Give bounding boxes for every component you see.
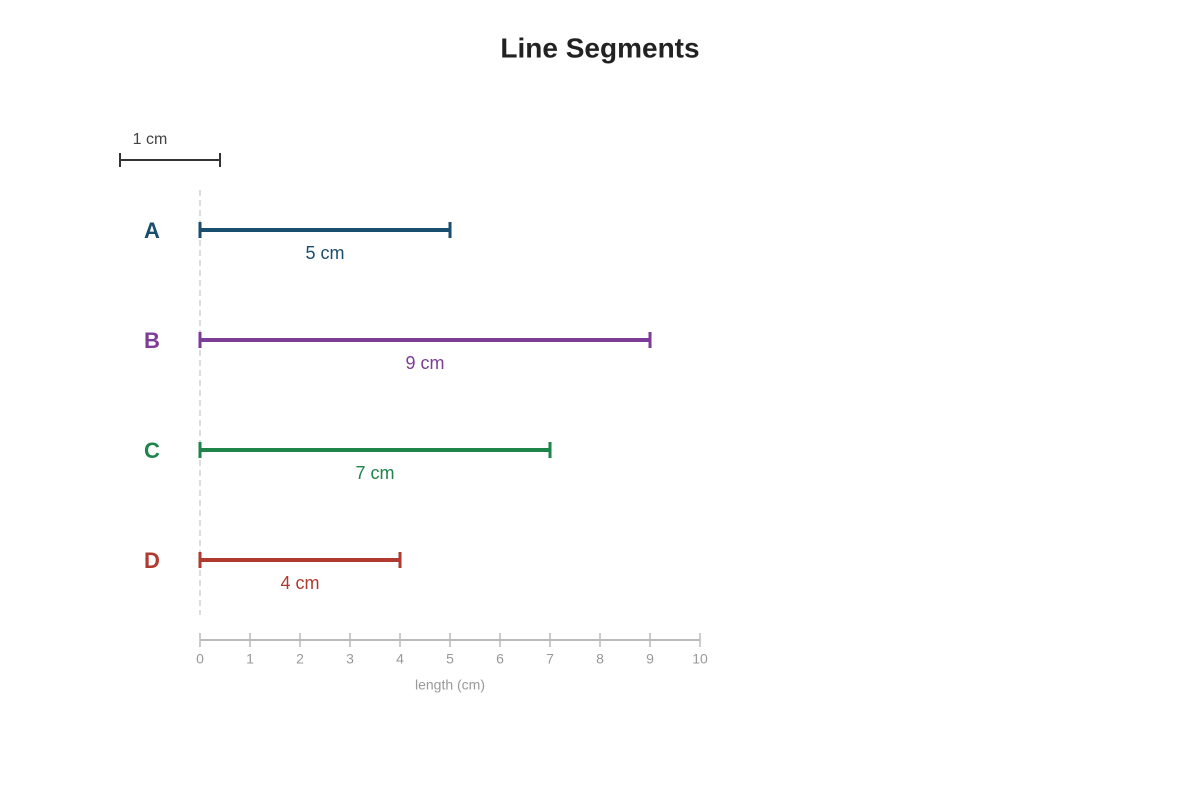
segment-name: A bbox=[144, 218, 160, 243]
x-tick-label: 4 bbox=[396, 651, 404, 667]
x-tick-label: 5 bbox=[446, 651, 454, 667]
value-label: 4 cm bbox=[280, 573, 319, 593]
x-tick-label: 9 bbox=[646, 651, 654, 667]
chart-title: Line Segments bbox=[500, 32, 699, 63]
scale-bar bbox=[119, 153, 221, 167]
x-tick-label: 8 bbox=[596, 651, 604, 667]
x-tick-label: 7 bbox=[546, 651, 554, 667]
value-label: 5 cm bbox=[305, 243, 344, 263]
segment-name: B bbox=[144, 328, 160, 353]
segment-name: C bbox=[144, 438, 160, 463]
value-label: 9 cm bbox=[405, 353, 444, 373]
x-tick-label: 6 bbox=[496, 651, 504, 667]
x-axis-label: length (cm) bbox=[415, 677, 485, 693]
scale-label: 1 cm bbox=[133, 131, 168, 148]
segment-name: D bbox=[144, 548, 160, 573]
x-tick-label: 2 bbox=[296, 651, 304, 667]
x-tick-label: 10 bbox=[692, 651, 708, 667]
value-label: 7 cm bbox=[355, 463, 394, 483]
x-tick-label: 0 bbox=[196, 651, 204, 667]
x-tick-label: 3 bbox=[346, 651, 354, 667]
x-tick-label: 1 bbox=[246, 651, 254, 667]
